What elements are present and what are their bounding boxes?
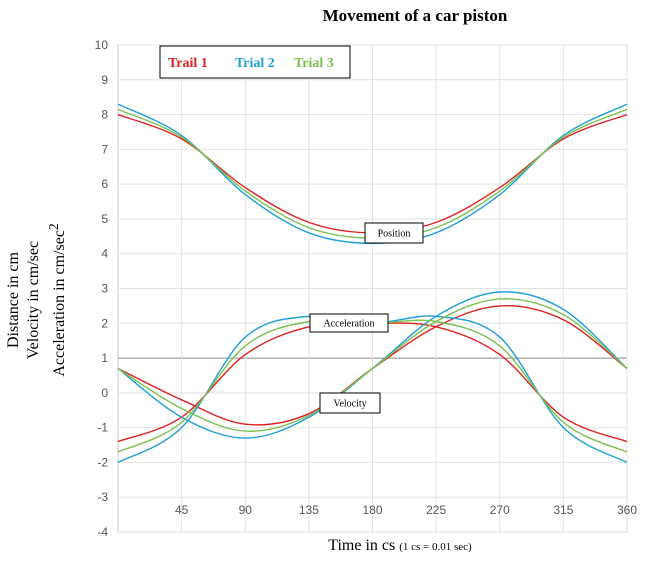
annotation-box-position [364,222,424,244]
y-tick-label: 7 [101,142,108,156]
annotation-label-velocity: Velocity [333,399,366,410]
x-tick-label: 90 [239,503,253,517]
x-tick-label: 315 [553,503,573,517]
chart-title: Movement of a car piston [322,6,508,25]
legend-box [159,45,351,79]
y-tick-label: 9 [101,73,108,87]
annotation-label-position: Position [378,229,411,240]
series-line-velocity-3 [117,298,628,432]
x-tick-label: 135 [299,503,319,517]
y-tick-label: 4 [101,247,108,261]
legend-entry-3: Trial 3 [294,56,334,71]
y-tick-label: 2 [101,316,108,330]
x-tick-label: 180 [362,503,382,517]
y-tick-label: -4 [97,525,108,539]
x-axis-label: Time in cs (1 cs = 0.01 sec) [250,537,550,555]
y-tick-label: 5 [101,212,108,226]
annotation-box-acceleration [309,313,389,333]
x-tick-label: 270 [490,503,510,517]
y-tick-label: 10 [95,38,109,52]
y-tick-label: 6 [101,177,108,191]
x-tick-label: 45 [175,503,189,517]
legend-entry-1: Trail 1 [168,56,208,71]
x-axis-label-main: Time in cs [328,537,396,554]
x-tick-label: 360 [617,503,637,517]
y-tick-label: -3 [97,490,108,504]
y-tick-label: 3 [101,282,108,296]
y-tick-label: -1 [97,421,108,435]
annotation-box-velocity [319,392,381,414]
y-tick-label: 0 [101,386,108,400]
x-tick-label: 225 [426,503,446,517]
y-tick-label: -2 [97,455,108,469]
annotation-label-acceleration: Acceleration [323,319,374,330]
y-tick-label: 1 [101,351,108,365]
legend-entry-2: Trial 2 [235,56,275,71]
x-axis-label-note: (1 cs = 0.01 sec) [399,541,472,553]
y-tick-label: 8 [101,108,108,122]
